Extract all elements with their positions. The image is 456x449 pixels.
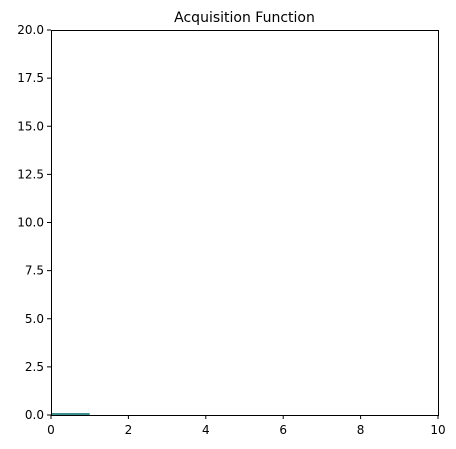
- y-tick-label: 20.0: [17, 23, 44, 37]
- x-tick-label: 6: [279, 423, 287, 437]
- x-axis-ticks: 0 2 4 6 8 10: [47, 415, 446, 437]
- y-tick-label: 2.5: [25, 360, 44, 374]
- y-tick-label: 15.0: [17, 119, 44, 133]
- y-axis-ticks: 0.0 2.5 5.0 7.5 10.0 12.5 15.0 17.5 20.0: [17, 23, 51, 422]
- x-tick-label: 10: [430, 423, 445, 437]
- x-tick-label: 2: [125, 423, 133, 437]
- y-tick-label: 7.5: [25, 264, 44, 278]
- x-tick-label: 4: [202, 423, 210, 437]
- y-tick-label: 0.0: [25, 408, 44, 422]
- y-tick-label: 5.0: [25, 312, 44, 326]
- y-tick-label: 10.0: [17, 216, 44, 230]
- x-tick-label: 8: [357, 423, 365, 437]
- y-tick-label: 12.5: [17, 167, 44, 181]
- bar-0: [51, 413, 90, 415]
- x-tick-label: 0: [47, 423, 55, 437]
- plot-area-frame: [51, 30, 439, 416]
- y-tick-label: 17.5: [17, 71, 44, 85]
- chart-title: Acquisition Function: [174, 10, 315, 26]
- bars-layer: [51, 413, 90, 415]
